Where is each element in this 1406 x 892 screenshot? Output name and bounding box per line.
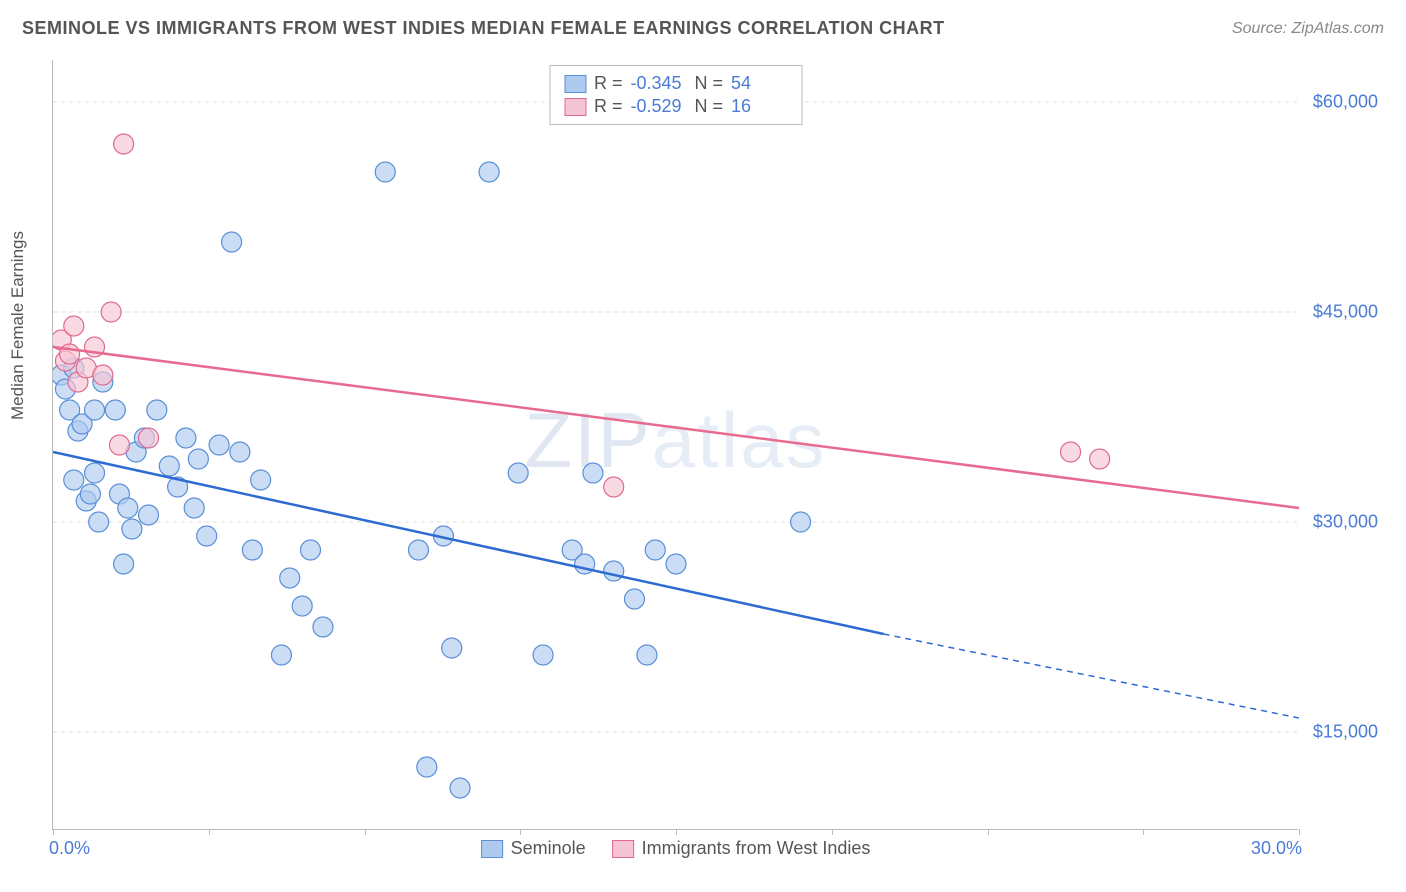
- scatter-point-seminole: [105, 400, 125, 420]
- swatch-seminole: [481, 840, 503, 858]
- scatter-point-seminole: [645, 540, 665, 560]
- trend-line-seminole-solid: [53, 452, 884, 634]
- scatter-point-seminole: [301, 540, 321, 560]
- legend-item-seminole: Seminole: [481, 838, 586, 859]
- scatter-point-seminole: [292, 596, 312, 616]
- y-tick-label: $45,000: [1303, 302, 1378, 323]
- scatter-point-seminole: [184, 498, 204, 518]
- scatter-point-seminole: [479, 162, 499, 182]
- source-attribution: Source: ZipAtlas.com: [1232, 20, 1384, 38]
- chart-container: ZIPatlas R = -0.345 N = 54 R = -0.529 N …: [52, 60, 1382, 830]
- scatter-point-immigrants: [139, 428, 159, 448]
- scatter-point-seminole: [583, 463, 603, 483]
- scatter-point-immigrants: [93, 365, 113, 385]
- header: SEMINOLE VS IMMIGRANTS FROM WEST INDIES …: [0, 0, 1406, 49]
- scatter-point-immigrants: [604, 477, 624, 497]
- scatter-point-seminole: [222, 232, 242, 252]
- n-value: 16: [731, 96, 787, 117]
- scatter-point-seminole: [159, 456, 179, 476]
- scatter-point-seminole: [64, 470, 84, 490]
- n-label: N =: [695, 96, 724, 117]
- trend-line-seminole-dashed: [884, 634, 1299, 718]
- y-tick-label: $15,000: [1303, 722, 1378, 743]
- x-tick: [1299, 829, 1300, 835]
- scatter-point-seminole: [85, 463, 105, 483]
- scatter-point-seminole: [450, 778, 470, 798]
- legend-bottom: Seminole Immigrants from West Indies: [481, 838, 871, 859]
- scatter-point-immigrants: [101, 302, 121, 322]
- scatter-point-seminole: [251, 470, 271, 490]
- plot-area: ZIPatlas R = -0.345 N = 54 R = -0.529 N …: [52, 60, 1298, 830]
- scatter-point-seminole: [624, 589, 644, 609]
- scatter-point-seminole: [118, 498, 138, 518]
- n-label: N =: [695, 73, 724, 94]
- scatter-plot-svg: [53, 60, 1299, 830]
- chart-title: SEMINOLE VS IMMIGRANTS FROM WEST INDIES …: [22, 18, 945, 39]
- scatter-point-seminole: [209, 435, 229, 455]
- scatter-point-seminole: [80, 484, 100, 504]
- scatter-point-seminole: [122, 519, 142, 539]
- scatter-point-seminole: [533, 645, 553, 665]
- scatter-point-seminole: [176, 428, 196, 448]
- r-value: -0.529: [631, 96, 687, 117]
- x-max-label: 30.0%: [1251, 838, 1302, 859]
- scatter-point-seminole: [242, 540, 262, 560]
- scatter-point-seminole: [139, 505, 159, 525]
- x-min-label: 0.0%: [49, 838, 90, 859]
- scatter-point-seminole: [604, 561, 624, 581]
- scatter-point-seminole: [114, 554, 134, 574]
- trend-line-immigrants: [53, 347, 1299, 508]
- legend-row-seminole: R = -0.345 N = 54: [564, 72, 787, 95]
- r-label: R =: [594, 96, 623, 117]
- scatter-point-seminole: [313, 617, 333, 637]
- scatter-point-seminole: [197, 526, 217, 546]
- legend-stats-box: R = -0.345 N = 54 R = -0.529 N = 16: [549, 65, 802, 125]
- legend-label: Seminole: [511, 838, 586, 859]
- n-value: 54: [731, 73, 787, 94]
- scatter-point-seminole: [637, 645, 657, 665]
- swatch-immigrants: [564, 98, 586, 116]
- scatter-point-seminole: [89, 512, 109, 532]
- scatter-point-seminole: [230, 442, 250, 462]
- y-tick-label: $30,000: [1303, 512, 1378, 533]
- scatter-point-seminole: [666, 554, 686, 574]
- swatch-immigrants: [612, 840, 634, 858]
- scatter-point-seminole: [188, 449, 208, 469]
- r-value: -0.345: [631, 73, 687, 94]
- scatter-point-seminole: [508, 463, 528, 483]
- scatter-point-seminole: [417, 757, 437, 777]
- scatter-point-immigrants: [1090, 449, 1110, 469]
- scatter-point-immigrants: [109, 435, 129, 455]
- legend-item-immigrants: Immigrants from West Indies: [612, 838, 871, 859]
- legend-row-immigrants: R = -0.529 N = 16: [564, 95, 787, 118]
- scatter-point-seminole: [408, 540, 428, 560]
- scatter-point-immigrants: [1061, 442, 1081, 462]
- scatter-point-immigrants: [64, 316, 84, 336]
- scatter-point-seminole: [442, 638, 462, 658]
- scatter-point-seminole: [271, 645, 291, 665]
- swatch-seminole: [564, 75, 586, 93]
- r-label: R =: [594, 73, 623, 94]
- scatter-point-seminole: [147, 400, 167, 420]
- scatter-point-seminole: [85, 400, 105, 420]
- y-axis-label: Median Female Earnings: [8, 231, 28, 420]
- legend-label: Immigrants from West Indies: [642, 838, 871, 859]
- scatter-point-immigrants: [114, 134, 134, 154]
- scatter-point-seminole: [791, 512, 811, 532]
- scatter-point-seminole: [375, 162, 395, 182]
- y-tick-label: $60,000: [1303, 92, 1378, 113]
- scatter-point-seminole: [280, 568, 300, 588]
